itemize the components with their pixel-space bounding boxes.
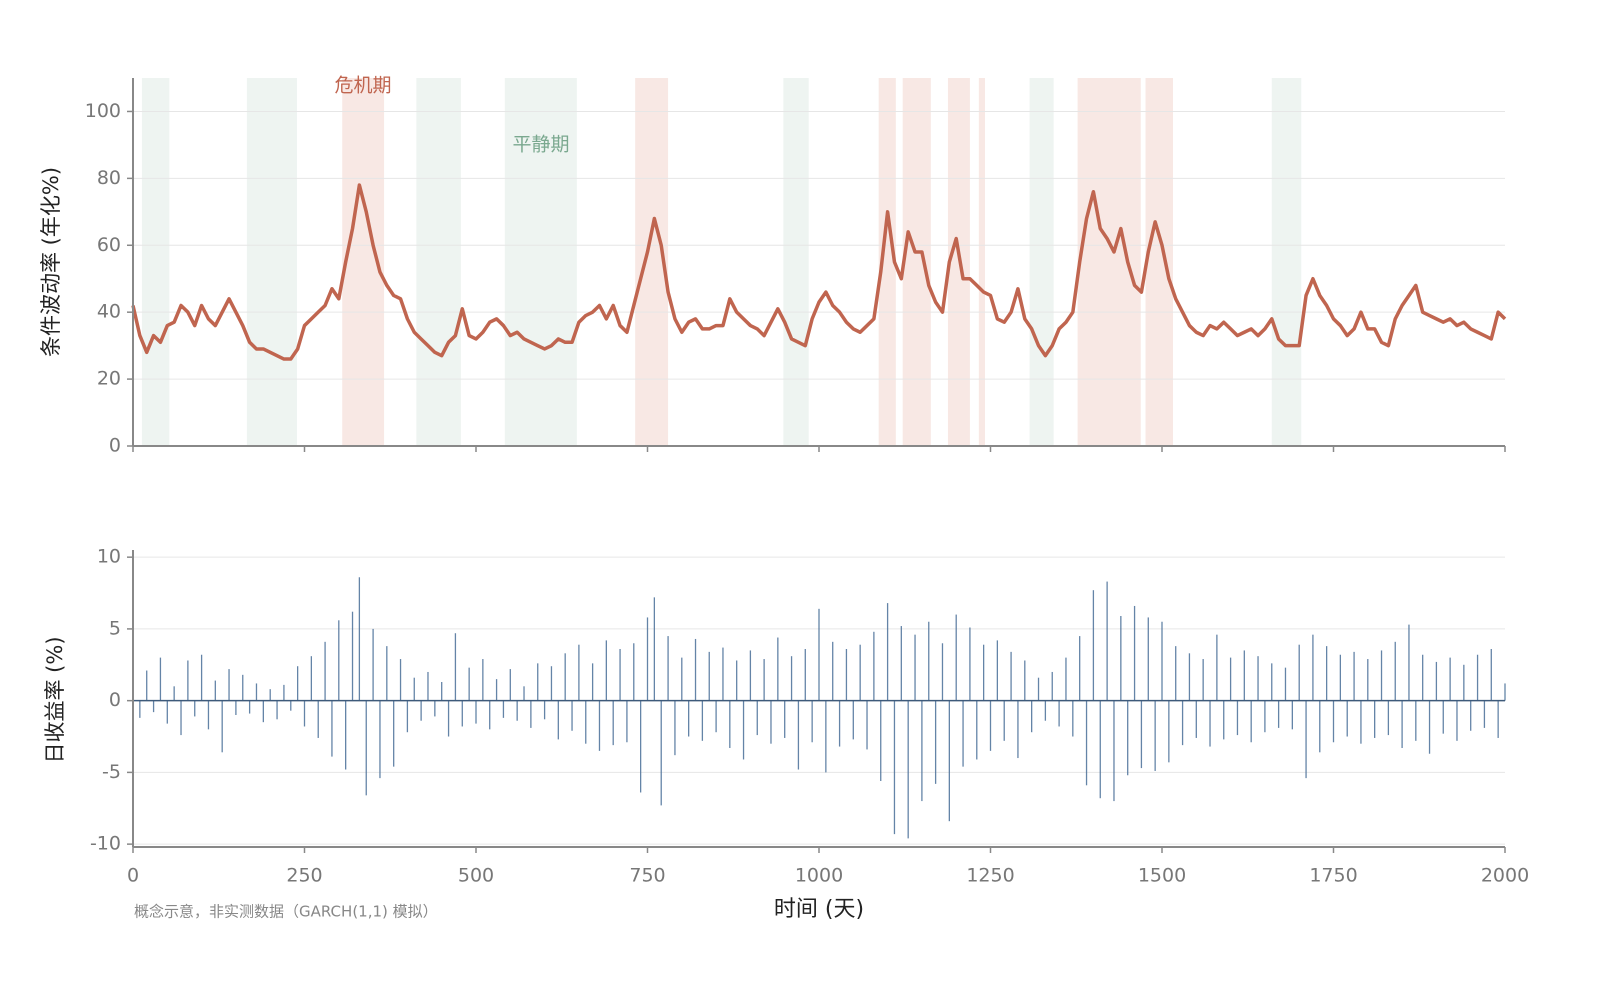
x-tick-label: 500	[458, 865, 494, 887]
x-tick-label: 1250	[966, 865, 1014, 887]
annotation: 危机期	[334, 75, 391, 97]
y-tick-label: -5	[102, 761, 121, 783]
x-tick-label: 1500	[1138, 865, 1186, 887]
y-tick-label: 60	[97, 234, 121, 256]
crisis-span	[878, 78, 896, 446]
volatility-line	[131, 183, 1507, 361]
calm-span	[1029, 78, 1054, 446]
y-tick-label: 0	[109, 435, 121, 457]
x-tick-label: 2000	[1481, 865, 1529, 887]
y-tick-label: -10	[90, 833, 121, 855]
calm-span	[783, 78, 809, 446]
y-tick-label: 100	[85, 100, 121, 122]
x-tick-label: 750	[629, 865, 665, 887]
calm-span	[246, 78, 297, 446]
x-tick-label: 0	[127, 865, 139, 887]
x-tick-label: 250	[286, 865, 322, 887]
calm-span	[416, 78, 461, 446]
y-tick-label: 10	[97, 546, 121, 568]
calm-span	[141, 78, 170, 446]
calm-span	[1271, 78, 1302, 446]
crisis-span	[978, 78, 986, 446]
y-tick-label: 5	[109, 617, 121, 639]
y-axis-label: 条件波动率 (年化%)	[39, 167, 63, 357]
y-axis-label: 日收益率 (%)	[43, 636, 67, 763]
crisis-span	[1145, 78, 1173, 446]
y-tick-label: 0	[109, 689, 121, 711]
crisis-span	[902, 78, 931, 446]
y-tick-label: 20	[97, 368, 121, 390]
x-axis-label: 时间 (天)	[774, 897, 864, 922]
x-tick-label: 1750	[1309, 865, 1357, 887]
calm-span	[504, 78, 577, 446]
crisis-span	[1077, 78, 1141, 446]
y-tick-label: 80	[97, 167, 121, 189]
y-tick-label: 40	[97, 301, 121, 323]
x-tick-label: 1000	[795, 865, 843, 887]
annotation: 平静期	[512, 134, 569, 156]
footnote: 概念示意，非实测数据（GARCH(1,1) 模拟）	[134, 903, 438, 921]
